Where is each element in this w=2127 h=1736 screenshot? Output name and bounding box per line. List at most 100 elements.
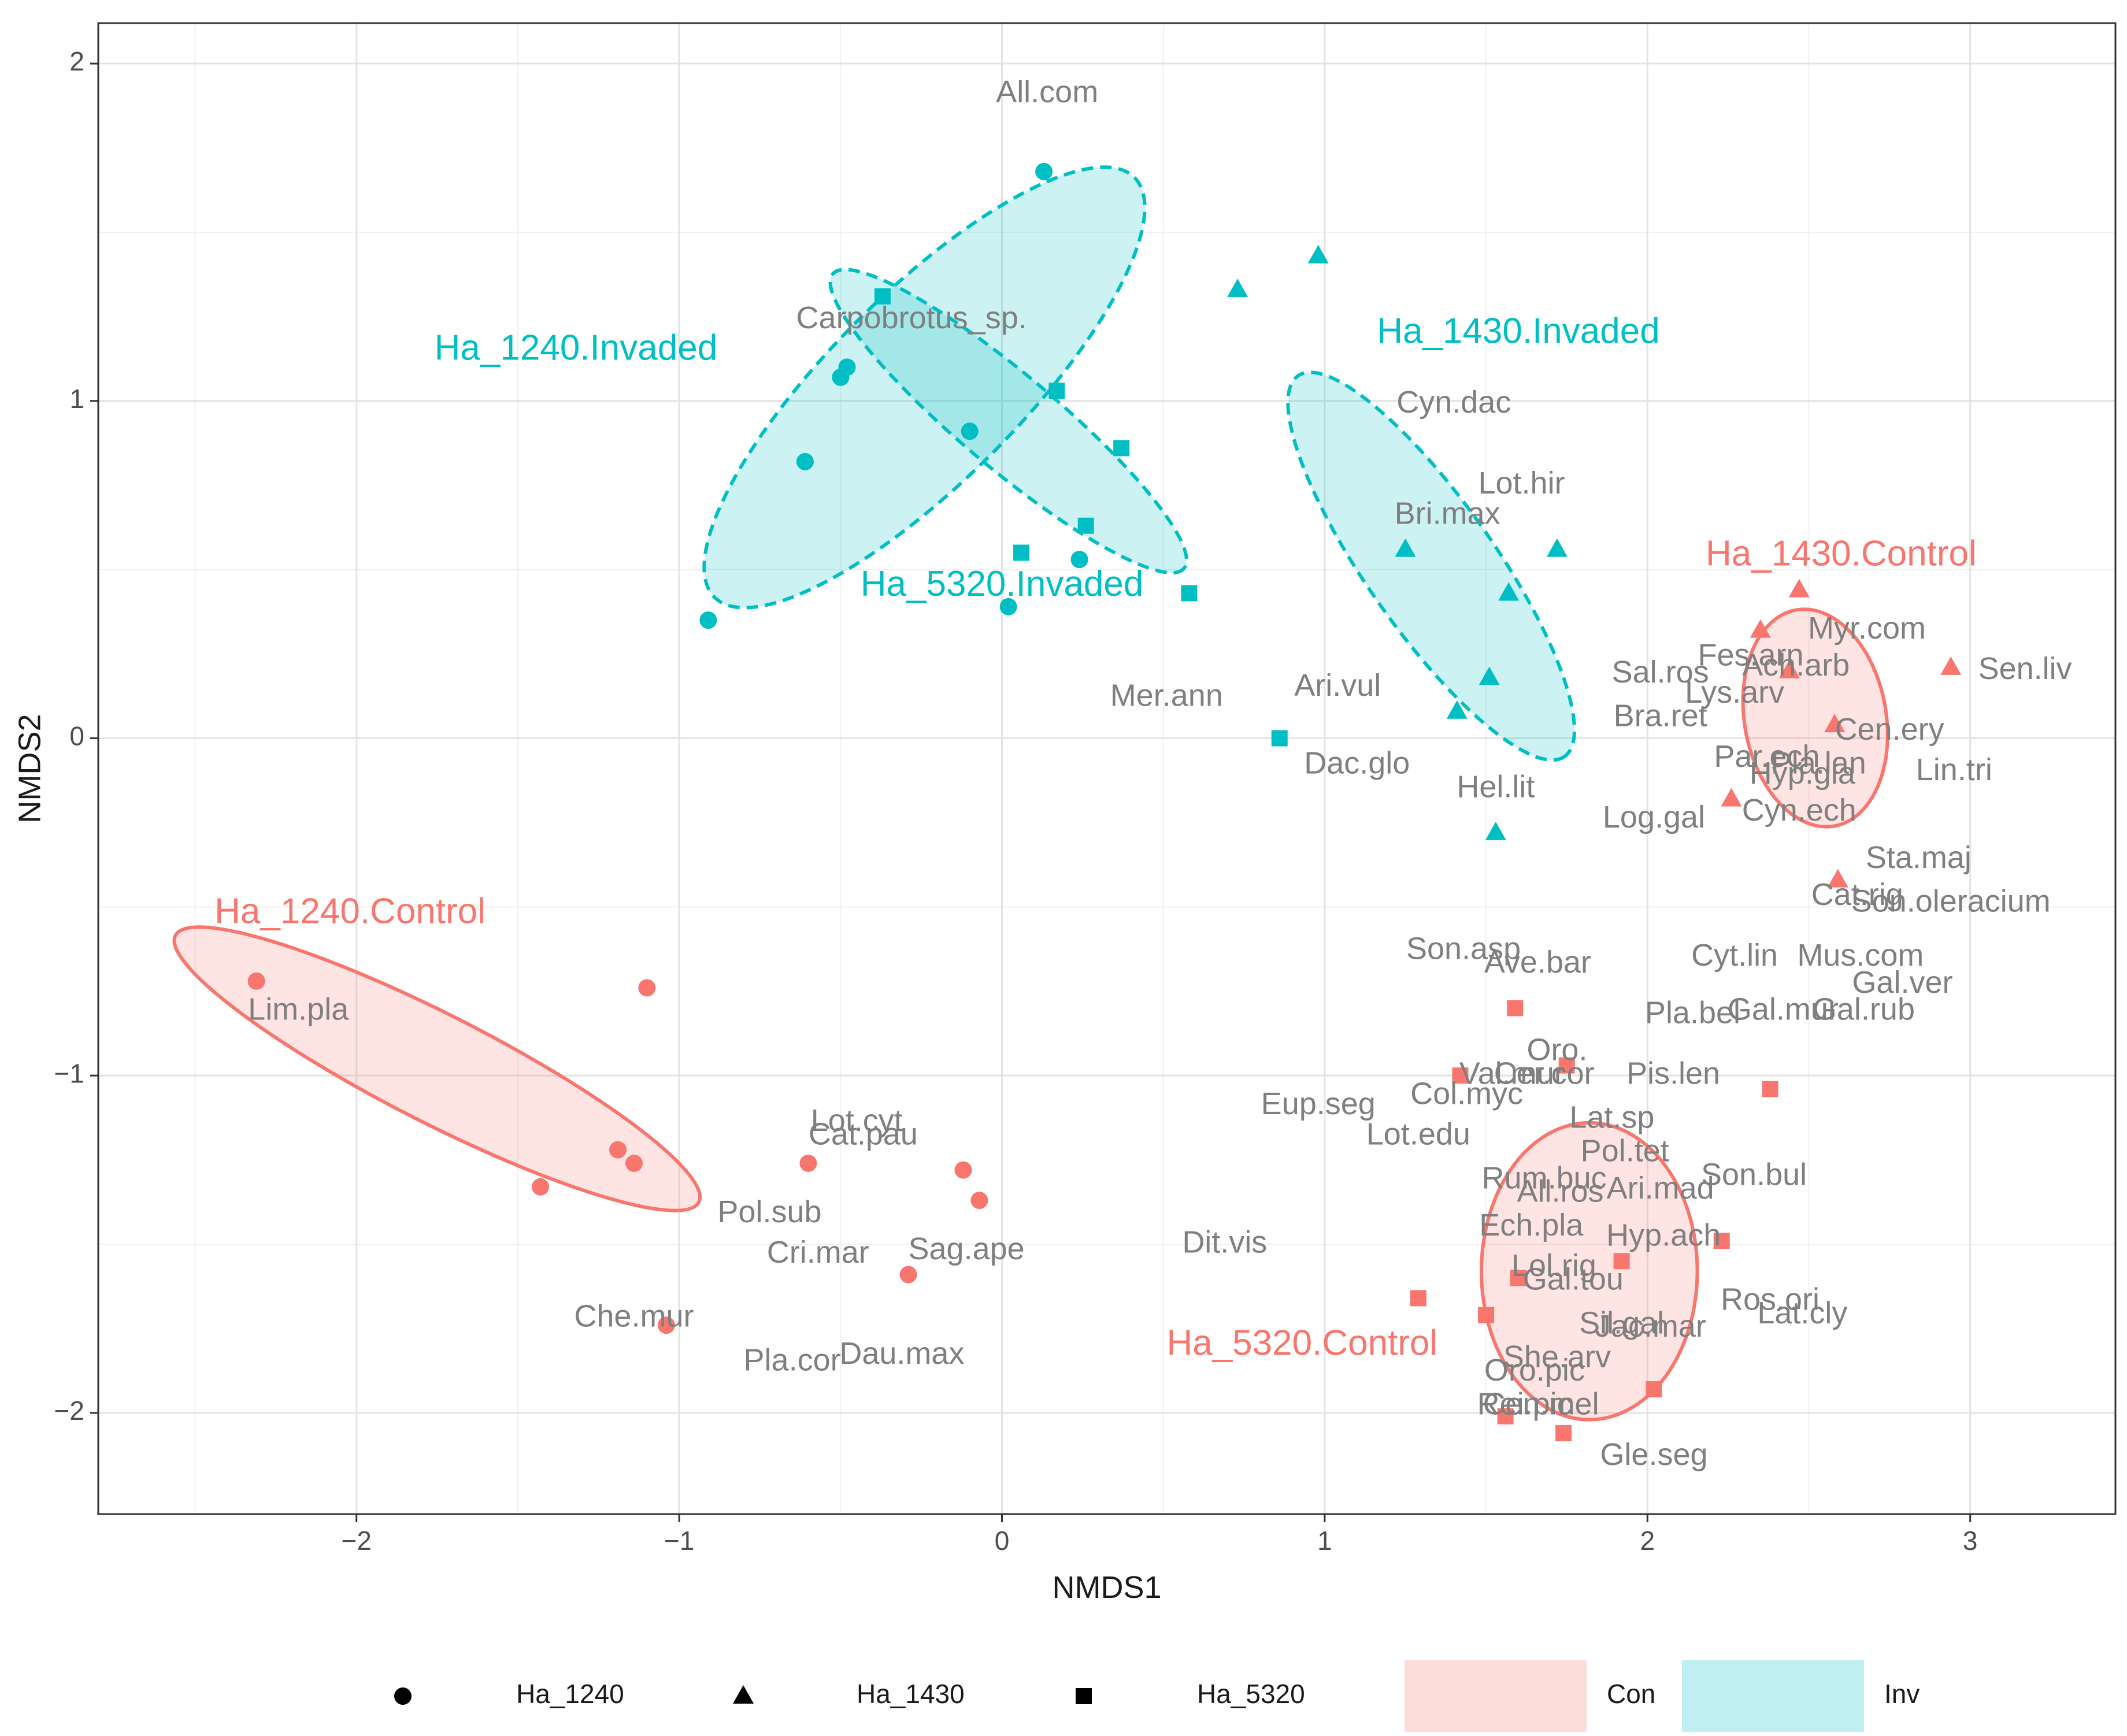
species-label: Oro. bbox=[1526, 1033, 1587, 1067]
data-point bbox=[799, 1154, 817, 1172]
confidence-ellipse bbox=[1480, 1121, 1699, 1422]
species-label: Bri.max bbox=[1395, 496, 1500, 531]
data-point bbox=[1452, 1067, 1469, 1084]
species-label: Dac.glo bbox=[1304, 745, 1410, 780]
data-point bbox=[1013, 544, 1030, 561]
legend-fill-key bbox=[1405, 1660, 1587, 1732]
data-point bbox=[1558, 1057, 1575, 1074]
group-label: Ha_1430.Control bbox=[1706, 534, 1977, 574]
data-point bbox=[970, 1192, 988, 1210]
group-labels: Ha_1240.Invaded Ha_1430.Invaded Ha_5320.In… bbox=[214, 311, 1977, 1363]
group-label: Ha_1240.Invaded bbox=[435, 328, 718, 368]
data-point bbox=[625, 1154, 643, 1172]
legend-label: Ha_1430 bbox=[857, 1679, 965, 1709]
x-tick-label: 2 bbox=[1640, 1526, 1655, 1556]
data-point bbox=[247, 972, 265, 990]
data-point bbox=[1779, 659, 1800, 678]
species-label: Myr.com bbox=[1808, 611, 1926, 646]
species-label: Bra.ret bbox=[1614, 699, 1707, 733]
species-label: Sal.ros bbox=[1612, 655, 1709, 689]
species-label: Sen.liv bbox=[1978, 651, 2072, 686]
species-labels: All.com Carpobrotus_sp. Cyn.dac Lot.hirBri.… bbox=[248, 75, 2072, 1472]
confidence-ellipse bbox=[172, 925, 702, 1212]
species-label: Pla.bel bbox=[1645, 995, 1740, 1030]
data-point bbox=[961, 422, 979, 440]
confidence-ellipses bbox=[172, 165, 1889, 1422]
legend-triangle-icon bbox=[733, 1685, 754, 1704]
data-point bbox=[1478, 1307, 1495, 1323]
legend-label: Ha_1240 bbox=[516, 1679, 624, 1709]
data-point bbox=[1713, 1233, 1730, 1249]
data-point bbox=[796, 452, 814, 470]
species-label: Lol.rig bbox=[1511, 1248, 1596, 1283]
data-point bbox=[1227, 279, 1248, 298]
species-label: Son.oleracium bbox=[1851, 884, 2051, 919]
data-point bbox=[638, 979, 656, 997]
species-label: All.ros bbox=[1517, 1174, 1604, 1209]
data-point bbox=[1510, 1270, 1526, 1286]
species-label: Pla.cor bbox=[744, 1343, 841, 1378]
species-label: Val.mur bbox=[1459, 1056, 1565, 1090]
data-point bbox=[699, 611, 717, 629]
data-point bbox=[1410, 1290, 1426, 1307]
data-point bbox=[1048, 383, 1065, 399]
data-point bbox=[1788, 578, 1810, 598]
species-label: Lot.cyt bbox=[811, 1103, 903, 1138]
species-label: Carpobrotus_sp. bbox=[796, 301, 1027, 335]
species-label: Lot.hir bbox=[1478, 466, 1565, 500]
species-label: Sil.gal bbox=[1579, 1305, 1664, 1340]
gridlines bbox=[98, 23, 2115, 1514]
species-label: Son.asp bbox=[1406, 931, 1521, 966]
species-label: Gal.rub bbox=[1813, 992, 1915, 1027]
data-point bbox=[1395, 538, 1416, 557]
species-label: Cat.rig bbox=[1811, 877, 1903, 912]
species-label: Eup.seg bbox=[1261, 1086, 1376, 1121]
x-tick-label: −1 bbox=[664, 1526, 694, 1556]
x-tick-label: 1 bbox=[1317, 1526, 1332, 1556]
species-label: Pis.len bbox=[1626, 1056, 1720, 1090]
data-point bbox=[1035, 162, 1053, 180]
species-label: Gal.ver bbox=[1852, 965, 1952, 1000]
y-tick-label: 2 bbox=[69, 46, 84, 76]
data-point bbox=[954, 1161, 972, 1179]
species-label: Che.mur bbox=[574, 1299, 694, 1334]
species-label: Cyn.dac bbox=[1396, 385, 1511, 420]
species-label: Cat.pau bbox=[809, 1117, 918, 1152]
data-point bbox=[1613, 1253, 1630, 1270]
species-label: Lat.sp bbox=[1569, 1100, 1654, 1134]
data-point bbox=[609, 1141, 627, 1159]
data-point bbox=[1070, 551, 1088, 569]
group-label: Ha_1430.Invaded bbox=[1377, 311, 1660, 351]
data-point bbox=[1271, 730, 1288, 747]
legend-fill-key bbox=[1682, 1660, 1864, 1732]
species-label: Gle.seg bbox=[1600, 1437, 1707, 1472]
axes: −2 −1 0 1 2 3 −2 −1 0 1 2 bbox=[54, 46, 1978, 1556]
species-label: Hyp.ach bbox=[1606, 1218, 1721, 1253]
species-label: Lim.pla bbox=[248, 992, 349, 1027]
data-point bbox=[1546, 538, 1568, 557]
species-label: Sta.maj bbox=[1866, 840, 1972, 875]
y-tick-label: 0 bbox=[69, 721, 84, 751]
species-label: Pol.tet bbox=[1581, 1134, 1669, 1169]
data-point bbox=[1646, 1381, 1662, 1398]
group-label: Ha_5320.Invaded bbox=[861, 564, 1144, 604]
y-tick-label: −2 bbox=[54, 1396, 84, 1426]
data-point bbox=[1555, 1425, 1572, 1441]
species-label: Rum.buc bbox=[1482, 1160, 1607, 1195]
x-tick-label: −2 bbox=[341, 1526, 371, 1556]
y-tick-label: 1 bbox=[69, 384, 84, 414]
species-label: Oro.pic bbox=[1484, 1353, 1585, 1388]
species-label: Lat.cly bbox=[1757, 1296, 1847, 1330]
species-label: Mer.ann bbox=[1110, 678, 1223, 713]
data-point bbox=[874, 288, 891, 305]
species-label: Dau.max bbox=[839, 1336, 964, 1371]
species-label: Ari.vul bbox=[1294, 668, 1381, 703]
species-label: Cri.mar bbox=[767, 1235, 869, 1270]
species-label: Log.gal bbox=[1603, 800, 1705, 834]
data-point bbox=[532, 1178, 550, 1196]
species-label: Cen.ery bbox=[1835, 712, 1944, 747]
species-label: Ari.mad bbox=[1607, 1171, 1714, 1205]
x-axis-title: NMDS1 bbox=[1052, 1570, 1161, 1605]
data-point bbox=[1824, 714, 1846, 733]
